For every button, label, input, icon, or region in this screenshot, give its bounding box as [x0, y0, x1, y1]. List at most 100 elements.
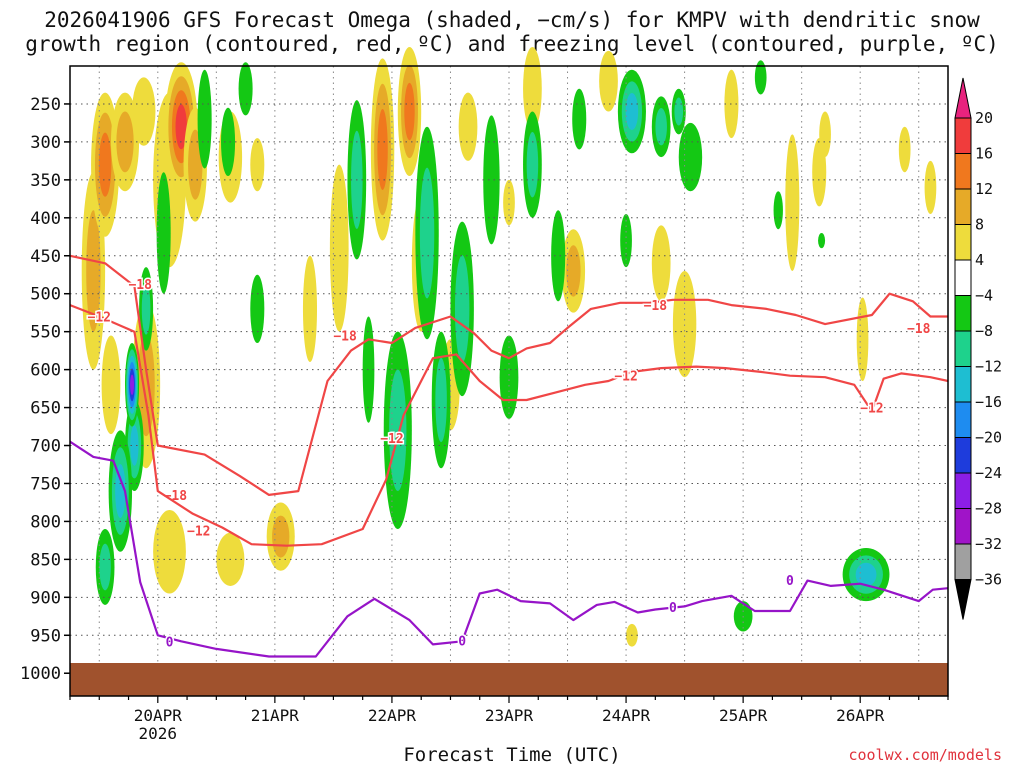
colorbar-swatch	[954, 330, 972, 367]
y-tick-label: 300	[30, 133, 61, 153]
omega-cell	[599, 50, 618, 112]
omega-cell	[377, 109, 388, 190]
contour-line-minus12	[69, 304, 949, 547]
omega-cell	[419, 167, 435, 299]
colorbar-label: −20	[975, 429, 1002, 447]
omega-cell	[503, 179, 515, 226]
omega-cell	[483, 115, 500, 245]
omega-cell	[153, 510, 186, 594]
omega-cell	[526, 131, 539, 198]
x-tick-year: 2026	[139, 724, 178, 743]
omega-cell	[115, 464, 126, 519]
omega-cell	[655, 108, 667, 146]
colorbar-swatch	[954, 543, 972, 580]
contour-label: −18	[333, 329, 357, 344]
omega-cell	[389, 369, 407, 492]
omega-cell	[250, 138, 265, 192]
omega-cell	[855, 562, 877, 587]
y-tick-label: 400	[30, 209, 61, 229]
omega-cell	[99, 543, 111, 591]
x-tick-label: 23APR	[485, 706, 534, 725]
omega-cell	[250, 274, 265, 344]
x-axis-label: Forecast Time (UTC)	[403, 744, 621, 766]
gridlines	[70, 66, 948, 696]
contour-label: −18	[644, 299, 668, 314]
contour-label: 0	[669, 601, 677, 616]
omega-cell	[175, 104, 187, 150]
colorbar-swatch	[954, 77, 972, 119]
contour-label: 0	[458, 635, 466, 650]
y-tick-label: 500	[30, 285, 61, 305]
colorbar-swatch	[954, 401, 972, 438]
omega-cell	[856, 297, 869, 381]
omega-cell	[572, 88, 587, 150]
omega-cell	[130, 425, 139, 466]
omega-cell	[101, 335, 121, 435]
y-axis: 250 300 350 400 450 500 550 600 650 700 750 800 850 9…	[20, 95, 70, 684]
omega-cell	[362, 316, 375, 423]
colorbar-swatch	[954, 153, 972, 190]
colorbar-label: −8	[975, 322, 993, 340]
colorbar-label: −4	[975, 287, 993, 305]
contour-line-minus18	[69, 254, 948, 496]
omega-cell	[98, 132, 112, 197]
omega-cell	[221, 107, 236, 177]
omega-cell	[156, 172, 171, 294]
colorbar-swatch	[954, 224, 972, 261]
ground-surface	[70, 663, 948, 696]
y-tick-label: 450	[30, 247, 61, 267]
omega-cell	[785, 134, 800, 271]
omega-cell	[678, 122, 703, 192]
contour-label: 0	[786, 574, 794, 589]
omega-cell	[773, 191, 783, 230]
contour-label: −12	[187, 525, 210, 540]
contour-label: −12	[380, 432, 403, 447]
omega-cell	[819, 111, 831, 158]
title-line-2: growth region (contoured, red, ºC) and f…	[25, 32, 999, 56]
omega-cell	[625, 92, 639, 131]
omega-cell	[329, 164, 349, 332]
omega-cell	[754, 60, 767, 95]
y-tick-label: 600	[30, 361, 61, 381]
omega-cell	[812, 138, 827, 207]
omega-cell	[674, 97, 684, 126]
y-tick-label: 700	[30, 437, 61, 457]
y-tick-label: 350	[30, 171, 61, 191]
colorbar-swatch	[954, 579, 972, 620]
y-tick-label: 650	[30, 399, 61, 419]
colorbar: 20 16 12 8 4 −4 −8 −12 −16 −20 −24 −28 −32 −36	[954, 77, 1002, 620]
x-tick-label: 25APR	[719, 706, 768, 725]
omega-cell	[672, 270, 697, 378]
omega-cell	[404, 82, 415, 141]
colorbar-swatch	[954, 437, 972, 474]
colorbar-label: −24	[975, 464, 1002, 482]
colorbar-label: −32	[975, 535, 1002, 553]
contour-label: −12	[614, 370, 637, 385]
x-tick-label: 20APR	[134, 706, 183, 725]
colorbar-label: 12	[975, 180, 993, 198]
omega-cell	[651, 225, 671, 302]
y-tick-label: 850	[30, 550, 61, 570]
colorbar-label: −12	[975, 358, 1002, 376]
y-tick-label: 800	[30, 512, 61, 532]
colorbar-label: 16	[975, 145, 993, 163]
contour-label: −18	[907, 322, 931, 337]
omega-cell	[818, 232, 826, 249]
contour-label: −18	[164, 489, 188, 504]
omega-cell	[132, 77, 156, 146]
x-tick-label: 21APR	[251, 706, 300, 725]
omega-cell	[458, 92, 478, 161]
y-tick-label: 250	[30, 95, 61, 115]
contours: −18 −18 −18 −18 −18 −12 −12 −12 −12 −12 0 0 0 0	[69, 254, 949, 658]
omega-cell	[523, 47, 542, 131]
colorbar-swatch	[954, 508, 972, 545]
contour-label: −18	[128, 278, 152, 293]
contour-label: −12	[860, 402, 883, 417]
omega-cell	[130, 374, 135, 395]
colorbar-label: −28	[975, 500, 1002, 518]
omega-cell	[435, 357, 447, 443]
contour-label: −12	[88, 310, 111, 325]
omega-cell	[238, 62, 253, 116]
